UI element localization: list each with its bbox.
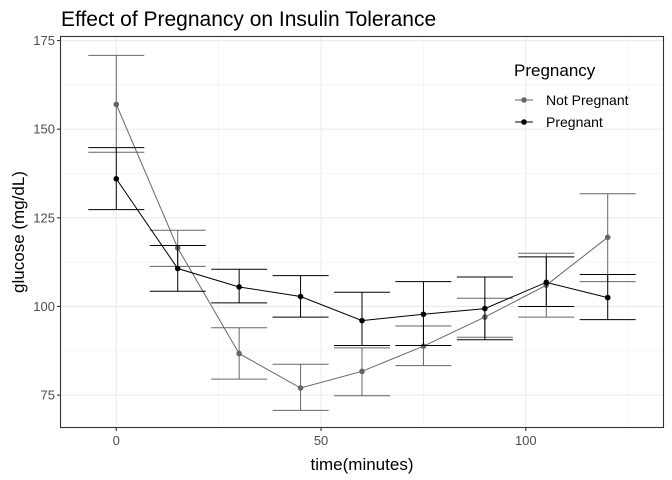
x-tick-label: 50 [314, 433, 328, 448]
y-tick-label: 175 [33, 33, 55, 48]
data-point [359, 369, 365, 375]
data-point [482, 306, 488, 312]
y-tick-label: 100 [33, 299, 55, 314]
y-axis-title: glucose (mg/dL) [9, 171, 28, 293]
data-point [236, 351, 242, 357]
data-point [359, 318, 365, 324]
data-point [543, 280, 549, 286]
chart-title: Effect of Pregnancy on Insulin Tolerance [61, 8, 436, 31]
data-point [236, 284, 242, 290]
data-point [298, 385, 304, 391]
data-point [605, 235, 611, 241]
y-tick-label: 150 [33, 122, 55, 137]
data-point [113, 176, 119, 182]
data-point [298, 294, 304, 300]
data-point [175, 266, 181, 272]
y-tick-label: 125 [33, 210, 55, 225]
y-tick-label: 75 [41, 388, 55, 403]
legend-label: Not Pregnant [546, 92, 629, 108]
legend-key-point [521, 119, 527, 125]
data-point [421, 311, 427, 317]
data-point [605, 295, 611, 301]
legend-key-point [521, 97, 527, 103]
x-tick-label: 100 [515, 433, 537, 448]
data-point [113, 102, 119, 108]
legend-title: Pregnancy [514, 61, 596, 80]
legend-label: Pregnant [546, 114, 603, 130]
x-axis-title: time(minutes) [311, 455, 414, 474]
x-tick-label: 0 [113, 433, 120, 448]
